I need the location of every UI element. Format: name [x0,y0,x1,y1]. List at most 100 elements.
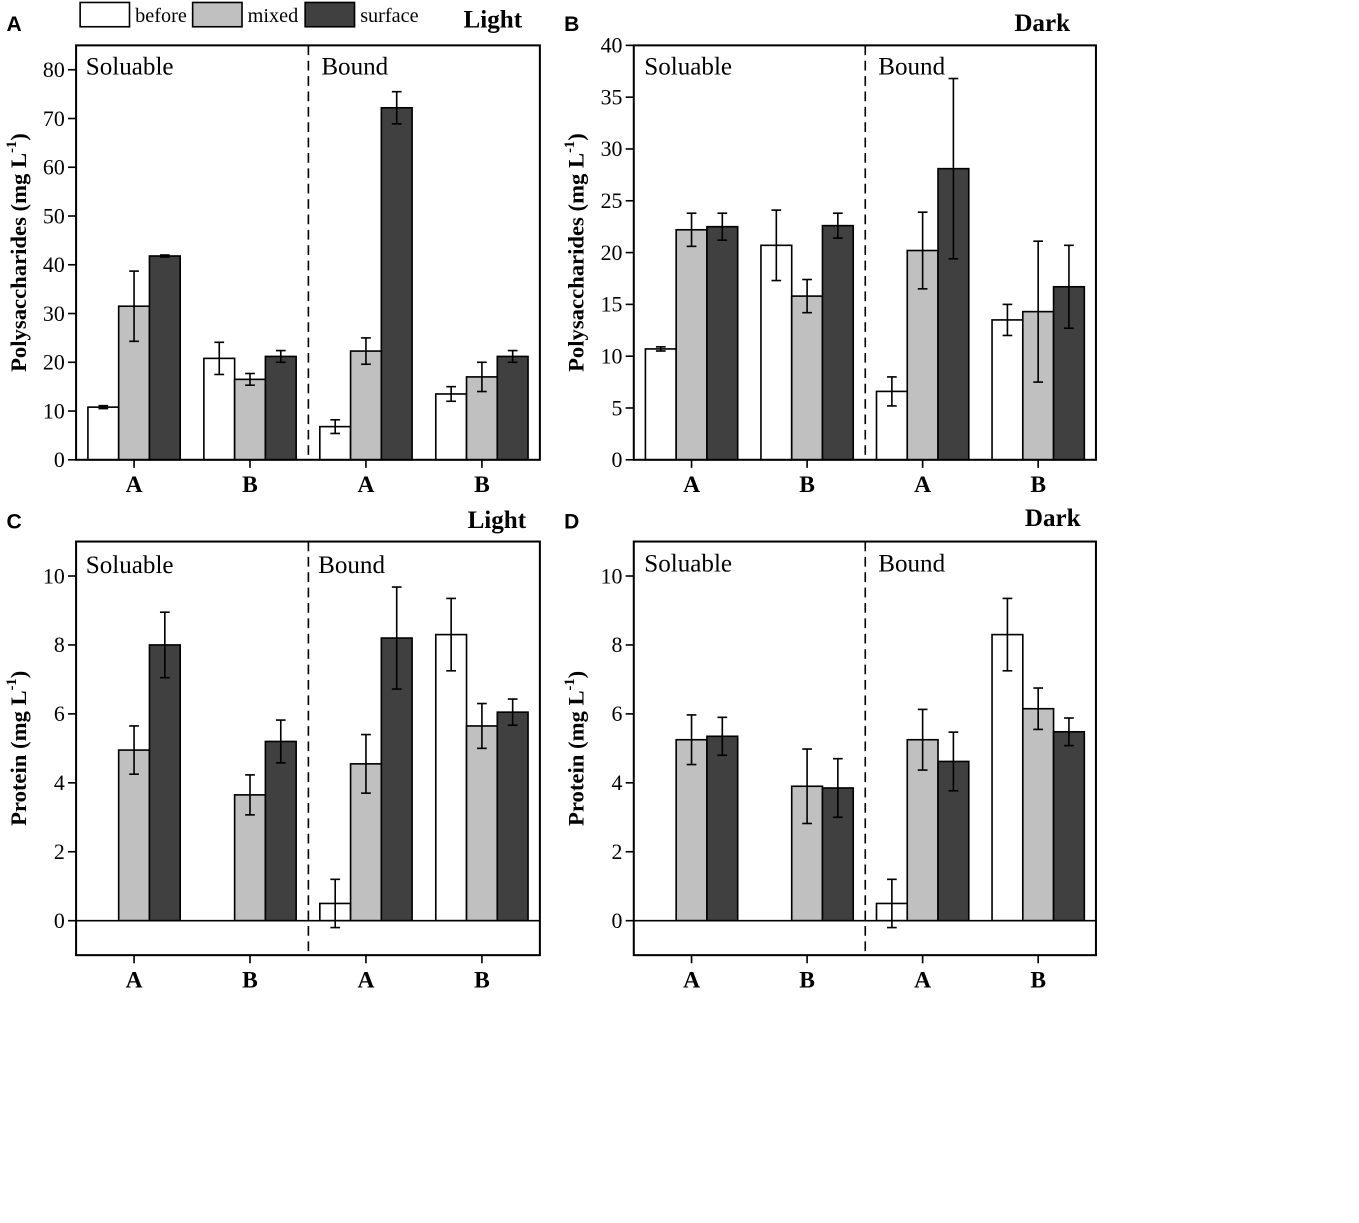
panel-d-y-tick-label: 2 [612,840,623,864]
panel-d-x-label-1: A [683,968,700,990]
panel-b-letter: B [564,13,579,36]
panel-b-bar-surface-2 [821,224,855,461]
panel-b-section-label-bound: Bound [878,54,945,81]
panel-c-letter: C [6,511,21,534]
panel-c-bar-mixed-4 [465,725,499,922]
panel-b-x-label-2: B [799,472,815,498]
panel-c-errorbar-before-4 [446,597,457,672]
panel-a-letter: A [6,13,21,36]
panel-a-bar-mixed-2 [233,378,267,461]
panel-a-x-label-3: A [357,472,374,498]
panel-a-section-label-bound: Bound [321,54,388,81]
panel-d: D Dark A B A B 0 2 4 6 8 10 Soluable Bound Protein (mg… [562,505,1097,990]
panel-a-x-label-4: B [474,472,490,498]
panel-a-errorbar-surface-1 [159,254,170,258]
panel-d-x-label-4: B [1030,968,1046,990]
panel-c-errorbar-mixed-1 [129,725,139,776]
panel-b-y-axis-label: Polysaccharides (mg L-1) [562,133,589,372]
panel-c-y-tick-label: 6 [54,702,65,726]
panel-c-y-tick-label: 10 [43,564,65,588]
legend-swatch-mixed [191,1,243,28]
panel-c-y-tick-label: 0 [54,909,65,933]
panel-a-condition-label: Light [464,7,523,34]
panel-a-bar-surface-4 [496,355,529,461]
panel-b-bar-before-4 [991,319,1024,461]
panel-d-errorbar-mixed-2 [802,748,812,825]
legend-swatch-before [79,1,131,28]
panel-d-errorbar-before-4 [1002,597,1013,672]
panel-c-errorbar-mixed-3 [361,733,371,794]
panel-b-y-tick-label: 30 [601,137,623,161]
panel-a-bar-before-1 [87,406,120,461]
panel-d-y-tick-label: 8 [612,633,623,657]
panel-c-errorbar-surface-1 [159,611,170,679]
panel-a-y-tick-label: 80 [43,58,65,82]
legend-label-surface: surface [360,5,418,27]
panel-b: B Dark A B A B 0 5 10 15 20 25 30 35 40 Soluable Bound Po… [562,10,1097,498]
panel-b-errorbar-before-4 [1002,303,1013,337]
panel-c-condition-label: Light [468,507,527,534]
panel-a-y-tick-label: 10 [43,399,65,423]
panel-d-errorbar-mixed-3 [917,708,928,771]
panel-c-section-label-soluable: Soluable [86,552,174,579]
panel-a-errorbar-surface-4 [507,349,518,364]
panel-b-y-tick-label: 40 [601,34,623,58]
legend-swatch-surface [304,1,356,28]
panel-b-bar-mixed-1 [675,228,708,461]
panel-b-errorbar-surface-4 [1064,244,1074,330]
panel-b-section-label-soluable: Soluable [644,54,732,81]
panel-b-y-tick-label: 5 [612,396,623,420]
panel-a-y-tick-label: 0 [54,448,65,472]
panel-a-errorbar-mixed-1 [129,270,139,343]
panel-d-errorbar-mixed-1 [686,714,697,766]
panel-c-x-label-4: B [474,968,490,990]
panel-c-y-tick-label: 8 [54,633,65,657]
panel-a-bar-surface-1 [148,255,182,461]
legend: before mixed surface [79,1,419,28]
panel-d-bar-mixed-1 [675,738,708,922]
panel-a-errorbar-mixed-4 [477,361,487,393]
panel-b-errorbar-before-1 [655,346,666,352]
panel-c: C Light A B A B 0 2 4 6 8 10 Soluable Bound Protein (m… [4,507,541,990]
panel-a-bar-surface-2 [264,355,297,461]
panel-c-y-tick-label: 2 [54,840,65,864]
panel-b-bar-mixed-2 [790,295,824,461]
panel-d-errorbar-before-3 [887,878,897,929]
panel-a-errorbar-surface-2 [275,349,286,364]
panel-b-errorbar-surface-1 [717,212,728,241]
panel-d-errorbar-surface-3 [948,731,959,792]
panel-d-section-label-soluable: Soluable [644,550,732,577]
panel-c-bar-surface-2 [264,740,297,922]
panel-b-y-tick-label: 35 [601,85,623,109]
panel-b-y-tick-label: 0 [612,448,623,472]
panel-a: A Light A B A B 0 10 20 30 40 50 60 70 80 Soluable Bound… [4,7,541,498]
panel-d-y-tick-label: 0 [612,909,623,933]
panel-a-bar-before-4 [434,393,468,461]
panel-b-condition-label: Dark [1014,10,1070,37]
panel-d-bar-before-4 [991,633,1024,922]
panel-c-bar-before-4 [434,633,468,922]
panel-d-bar-surface-4 [1052,730,1086,922]
panel-b-errorbar-mixed-4 [1033,240,1044,383]
panel-b-errorbar-before-2 [771,209,782,282]
panel-c-errorbar-mixed-4 [477,702,487,750]
panel-c-x-label-1: A [126,968,143,990]
panel-a-errorbar-before-4 [446,385,457,403]
panel-a-errorbar-mixed-2 [245,372,255,387]
panel-b-bar-before-1 [644,348,677,461]
panel-c-y-tick-label: 4 [54,771,65,795]
panel-d-bar-surface-1 [706,735,739,922]
panel-b-bar-surface-1 [706,225,739,461]
panel-a-errorbar-mixed-3 [361,337,371,366]
panel-a-bar-mixed-3 [349,350,383,461]
panel-d-y-axis-label: Protein (mg L-1) [562,671,589,826]
panel-d-y-tick-label: 4 [612,771,623,795]
panel-a-y-axis-label: Polysaccharides (mg L-1) [4,133,31,372]
panel-d-errorbar-surface-1 [717,716,728,757]
panel-a-y-tick-label: 40 [43,253,65,277]
panel-d-letter: D [564,511,579,534]
panel-d-section-label-bound: Bound [878,550,945,577]
panel-c-x-label-2: B [242,968,258,990]
panel-b-y-tick-label: 10 [601,344,623,368]
